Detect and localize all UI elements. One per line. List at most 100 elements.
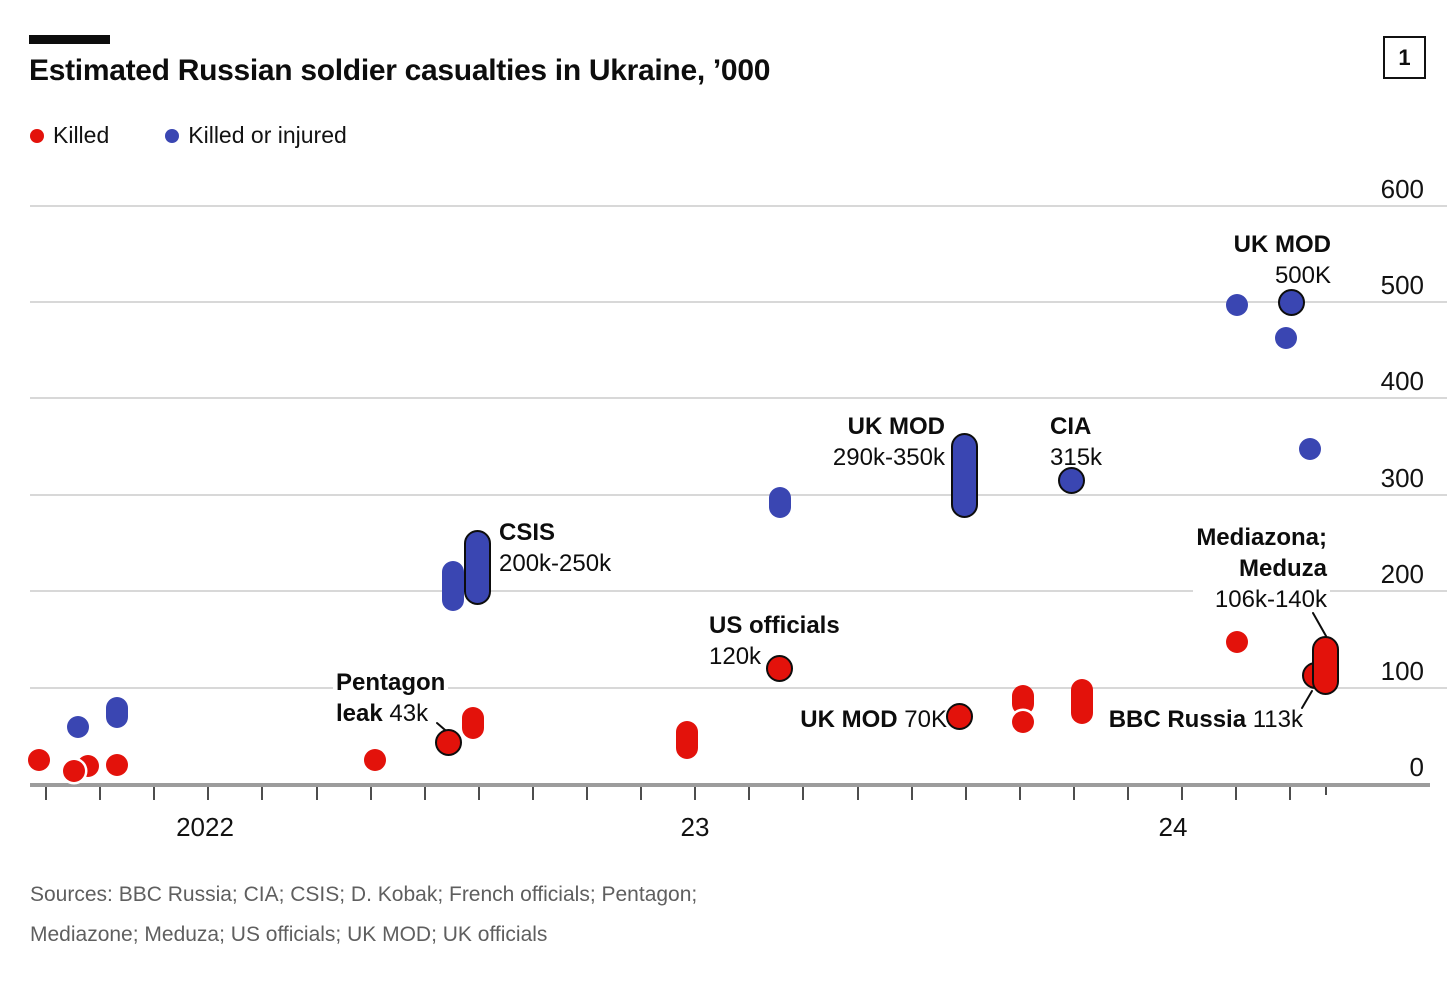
annotation-line: UK MOD	[1233, 231, 1331, 258]
annotation-line: UK MOD	[847, 413, 945, 440]
marker-killed-or-injured-range	[768, 486, 791, 519]
x-axis-tick	[856, 787, 859, 800]
sources-line-1: Sources: BBC Russia; CIA; CSIS; D. Kobak…	[30, 883, 698, 906]
annotation-mediazona: Mediazona; Meduza 106k-140k	[1193, 521, 1330, 616]
marker-killed-range	[1012, 685, 1035, 715]
annotation-line: 120k	[709, 643, 762, 670]
annotation-line: Meduza	[1238, 555, 1327, 582]
chart-legend: Killed Killed or injured	[30, 122, 347, 149]
x-axis-tick	[910, 787, 913, 800]
marker-killed-or-injured-dot	[1299, 437, 1322, 460]
slide-number-badge: 1	[1383, 36, 1426, 79]
marker-killed-or-injured-dot	[1226, 293, 1249, 316]
x-axis-tick	[1072, 787, 1075, 800]
marker-killed-dot	[1226, 631, 1249, 654]
y-axis-label-400: 400	[1380, 366, 1424, 397]
annotation-ukmod-range: UK MOD 290k-350k	[829, 410, 948, 474]
annotation-ukmod-500: UK MOD 500K	[1230, 228, 1334, 292]
marker-killed-or-injured-dot	[1275, 326, 1298, 349]
annotation-pentagon: Pentagon leak 43k	[333, 666, 449, 730]
x-axis-tick	[369, 787, 372, 800]
x-axis-year-label-24: 24	[1158, 812, 1188, 842]
gridline-100	[30, 686, 1447, 689]
x-axis-tick	[99, 787, 102, 800]
annotation-ukmod-70: UK MOD 70K	[797, 703, 950, 736]
x-axis-tick	[261, 787, 264, 800]
x-axis-tick	[153, 787, 156, 800]
x-axis-tick	[748, 787, 751, 800]
legend-dot-killed-or-injured	[165, 128, 180, 143]
marker-killed-dot	[364, 748, 387, 771]
gridline-600	[30, 204, 1447, 207]
marker-killed-range	[676, 720, 699, 760]
annotation-line: leak 43k	[336, 700, 429, 727]
x-axis-tick	[207, 787, 210, 800]
annotation-line: CIA	[1050, 413, 1092, 440]
y-axis-label-300: 300	[1380, 462, 1424, 493]
x-axis-tick	[1289, 787, 1292, 800]
y-axis-label-200: 200	[1380, 559, 1424, 590]
x-axis-line	[30, 783, 1430, 787]
annotation-line: Pentagon	[336, 669, 446, 696]
annotation-csis: CSIS 200k-250k	[496, 516, 615, 580]
legend-label-killed-or-injured: Killed or injured	[188, 122, 347, 148]
x-axis-tick	[640, 787, 643, 800]
gridline-400	[30, 397, 1447, 400]
marker-killed-dot	[946, 703, 974, 731]
annotation-line: Mediazona;	[1196, 524, 1327, 551]
annotation-line: 106k-140k	[1214, 586, 1327, 613]
economist-tag-bar	[29, 35, 110, 44]
y-axis-label-0: 0	[1409, 752, 1424, 782]
x-axis-tick	[694, 787, 697, 800]
annotation-line: CSIS	[499, 519, 556, 546]
annotation-line: US officials	[709, 612, 840, 639]
marker-killed-range	[461, 707, 484, 740]
y-axis-label-100: 100	[1380, 655, 1424, 686]
x-axis-tick	[1127, 787, 1129, 800]
chart-title: Estimated Russian soldier casualties in …	[29, 54, 771, 87]
legend-label-killed: Killed	[53, 122, 110, 148]
x-axis-tick	[1235, 787, 1238, 800]
legend-item-killed: Killed	[30, 122, 109, 149]
annotation-line: 200k-250k	[499, 550, 612, 577]
legend-dot-killed	[30, 128, 44, 143]
annotation-line: 290k-350k	[832, 444, 945, 471]
x-axis-tick	[586, 787, 588, 800]
slide-number: 1	[1398, 44, 1411, 70]
marker-killed-or-injured-range	[106, 696, 129, 729]
x-axis-tick	[1181, 787, 1184, 800]
annotation-line: 500K	[1274, 262, 1331, 289]
marker-killed-or-injured-range	[951, 433, 979, 518]
annotation-line: 315k	[1050, 444, 1103, 471]
y-axis-label-600: 600	[1380, 173, 1424, 204]
x-axis-tick	[477, 787, 480, 800]
marker-killed-range	[1311, 635, 1339, 696]
annotation-line: BBC Russia 113k	[1108, 706, 1303, 733]
annotation-us-officials: US officials 120k	[706, 609, 843, 673]
marker-killed-dot	[106, 753, 129, 776]
marker-killed-dot	[1012, 711, 1035, 734]
marker-killed-dot	[766, 654, 794, 682]
x-axis-tick	[423, 787, 426, 800]
legend-item-killed-or-injured: Killed or injured	[165, 122, 347, 149]
marker-killed-or-injured-range	[464, 529, 492, 605]
sources-line-2: Mediazone; Meduza; US officials; UK MOD;…	[30, 923, 548, 946]
x-axis-tick	[531, 787, 534, 800]
x-axis-year-label-2022: 2022	[176, 812, 234, 842]
gridline-200	[30, 590, 1447, 593]
x-axis-tick	[315, 787, 318, 800]
annotation-line: UK MOD 70K	[800, 706, 947, 733]
x-axis-tick	[964, 787, 967, 800]
gridline-500	[30, 301, 1447, 303]
marker-killed-dot	[28, 748, 51, 771]
annotation-cia: CIA 315k	[1047, 410, 1106, 474]
annotation-bbc: BBC Russia 113k	[1105, 703, 1306, 736]
marker-killed-or-injured-dot	[1277, 288, 1305, 316]
marker-killed-range	[1070, 678, 1093, 724]
marker-killed-dot	[62, 759, 85, 782]
marker-killed-or-injured-dot	[67, 716, 90, 739]
marker-killed-dot	[435, 729, 462, 757]
marker-killed-or-injured-dot	[1058, 466, 1086, 494]
